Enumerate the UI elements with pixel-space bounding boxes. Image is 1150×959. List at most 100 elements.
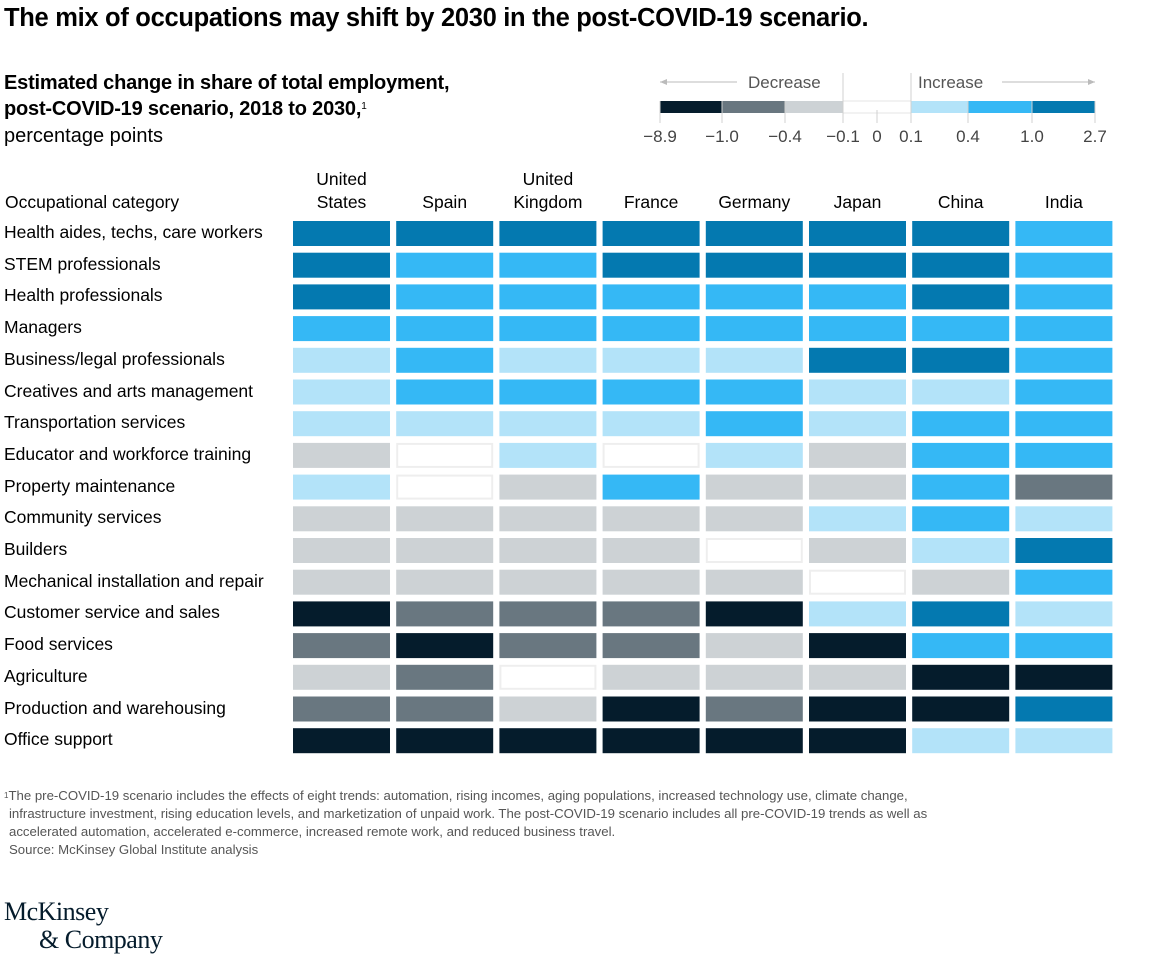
row-label: Creatives and arts management <box>4 380 254 401</box>
heatmap-cell <box>912 696 1010 722</box>
heatmap-cell <box>396 316 494 342</box>
heatmap-cell <box>809 252 906 278</box>
row-label: Health professionals <box>4 285 163 306</box>
legend-tick-label: 0.1 <box>899 127 923 146</box>
source-note: Source: McKinsey Global Institute analys… <box>9 842 259 857</box>
unit-label: percentage points <box>4 125 164 147</box>
column-header-line: States <box>316 192 367 212</box>
heatmap-cell <box>293 538 390 563</box>
heatmap-cell <box>912 316 1010 342</box>
subtitle-line-1: Estimated change in share of total emplo… <box>4 72 450 94</box>
heatmap-cell <box>499 316 597 342</box>
heatmap-cell <box>912 221 1010 246</box>
heatmap-cell <box>602 696 700 722</box>
heatmap-cell <box>809 569 906 595</box>
heatmap-cell <box>499 284 597 310</box>
heatmap-cell <box>705 411 803 437</box>
column-header-line: United <box>522 169 574 189</box>
heatmap-cell <box>396 538 494 563</box>
heatmap-cell <box>499 411 597 437</box>
heatmap-cell <box>705 474 803 500</box>
column-header-line: Germany <box>718 192 791 212</box>
heatmap-cell <box>602 379 700 405</box>
heatmap-cell <box>705 316 803 342</box>
heatmap-cell <box>1015 379 1113 405</box>
heatmap-cell <box>293 696 390 722</box>
heatmap-cell <box>293 728 390 754</box>
heatmap-cell <box>396 569 494 595</box>
heatmap-cell <box>396 252 494 278</box>
logo-line-1: McKinsey <box>4 897 109 926</box>
chart-subtitle: Estimated change in share of total emplo… <box>4 70 450 122</box>
heatmap-cell <box>809 379 906 405</box>
heatmap-cell <box>705 569 803 595</box>
heatmap-cell <box>809 633 906 659</box>
heatmap-cell <box>912 284 1010 310</box>
heatmap-cell <box>705 347 803 373</box>
legend-tick-label: −0.1 <box>826 127 860 146</box>
heatmap-cell <box>1015 316 1113 342</box>
subtitle-line-2-text: post-COVID-19 scenario, 2018 to 2030, <box>4 98 362 120</box>
heatmap-cell <box>293 569 390 595</box>
legend-tick-label: 0.4 <box>956 127 980 146</box>
heatmap-cell <box>499 506 597 532</box>
row-label: Property maintenance <box>4 475 176 496</box>
heatmap-cell <box>912 347 1010 373</box>
heatmap-cell <box>499 347 597 373</box>
heatmap-cell <box>1015 601 1113 627</box>
heatmap-cell <box>396 284 494 310</box>
row-header-label: Occupational category <box>5 192 180 212</box>
heatmap-cell <box>912 252 1010 278</box>
heatmap-cell <box>293 474 390 500</box>
column-header-line: France <box>623 192 679 212</box>
heatmap-cell <box>912 664 1010 690</box>
heatmap-cell <box>705 442 803 468</box>
mckinsey-logo: McKinsey & Company <box>4 897 163 954</box>
heatmap-cell <box>293 347 390 373</box>
heatmap-cell <box>499 601 597 627</box>
column-header: Germany <box>706 191 803 214</box>
heatmap-cell <box>912 601 1010 627</box>
row-label: Builders <box>4 539 68 559</box>
row-label: Food services <box>4 634 113 655</box>
heatmap-cell <box>809 728 906 754</box>
heatmap-cell <box>499 252 597 278</box>
heatmap-cell <box>809 347 906 373</box>
column-header-line: United <box>316 169 367 189</box>
heatmap-cell <box>602 347 700 373</box>
footnote-line-marker: 1 <box>4 791 9 800</box>
heatmap-cell <box>912 411 1010 437</box>
row-label: Educator and workforce training <box>4 443 252 464</box>
increase-arrow-icon <box>1088 79 1095 85</box>
heatmap-cell <box>1015 696 1113 722</box>
heatmap-cell <box>1015 252 1113 278</box>
heatmap-cell <box>396 442 494 468</box>
heatmap-cell <box>1015 347 1113 373</box>
heatmap-cell <box>499 442 597 468</box>
heatmap-cell <box>809 601 906 627</box>
heatmap-cell <box>912 474 1010 500</box>
heatmap-cell <box>809 442 906 468</box>
column-header: China <box>912 191 1009 214</box>
column-header-line: Spain <box>422 192 468 212</box>
heatmap-cell <box>293 633 390 659</box>
heatmap-cell <box>809 538 906 563</box>
legend-tick-label: −8.9 <box>643 127 677 146</box>
legend-swatch <box>968 101 1032 113</box>
heatmap-cell <box>1015 442 1113 468</box>
heatmap-cell <box>499 569 597 595</box>
heatmap-cell <box>396 633 494 659</box>
heatmap-cell <box>396 411 494 437</box>
heatmap-cell <box>705 696 803 722</box>
column-header: Spain <box>396 191 493 214</box>
heatmap-cell <box>293 442 390 468</box>
heatmap-cell <box>705 221 803 246</box>
heatmap-cell <box>293 316 390 342</box>
row-label: Production and warehousing <box>4 697 226 718</box>
heatmap-cell <box>293 411 390 437</box>
heatmap-cell <box>809 696 906 722</box>
heatmap-cell <box>705 633 803 659</box>
footnote-line-2: infrastructure investment, rising educat… <box>9 806 928 821</box>
column-header-line: Kingdom <box>513 192 583 212</box>
heatmap-cell <box>1015 569 1113 595</box>
